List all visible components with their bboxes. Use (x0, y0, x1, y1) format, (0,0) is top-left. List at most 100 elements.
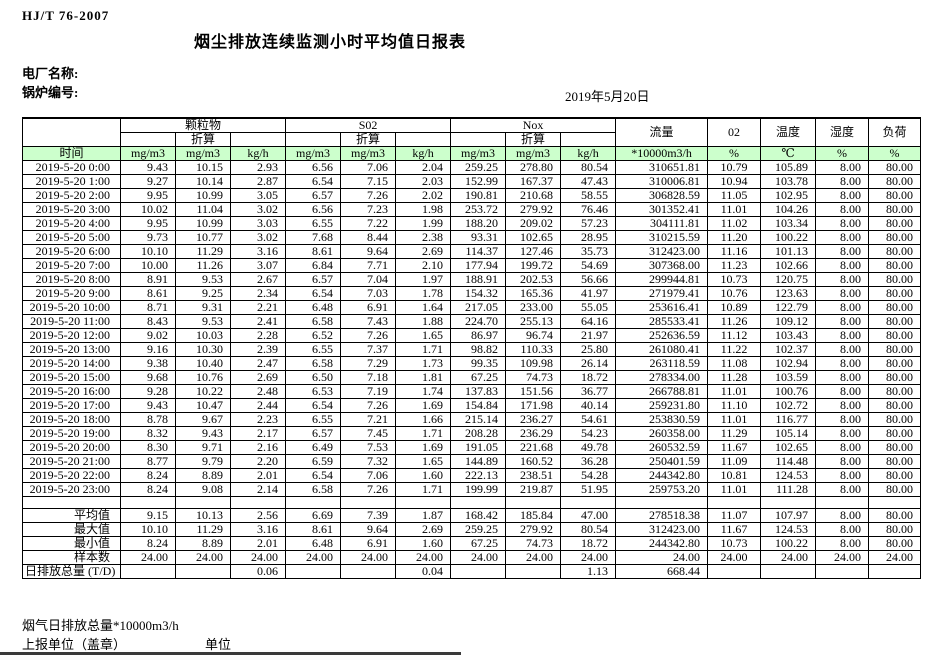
reporting-unit-label: 上报单位（盖章） (22, 637, 127, 652)
cell-value: 104.26 (760, 202, 817, 217)
cell-value: 80.00 (868, 202, 922, 217)
cell-value: 10.94 (707, 174, 762, 189)
cell-value: 11.26 (175, 258, 231, 273)
cell-value: 10.02 (120, 202, 176, 217)
cell-value: 11.67 (707, 522, 762, 537)
cell-value: 278518.38 (615, 508, 709, 523)
cell-value: 100.22 (760, 536, 817, 551)
cell-value: 10.47 (175, 398, 231, 413)
table-row: 2019-5-20 11:00 8.43 9.53 2.41 6.58 7.43 1.88 2… (22, 314, 922, 329)
cell-value: 1.69 (395, 398, 452, 413)
cell-value: 8.00 (815, 342, 870, 357)
cell-value: 8.00 (815, 426, 870, 441)
cell-value: 312423.00 (615, 244, 709, 259)
cell-value: 10.00 (120, 258, 176, 273)
cell-value: 6.59 (285, 454, 342, 469)
header-sub-converted: 折算 (175, 132, 231, 147)
cell-value: 80.00 (868, 342, 922, 357)
cell-time: 2019-5-20 16:00 (22, 384, 121, 399)
cell-value: 105.14 (760, 426, 817, 441)
cell-time: 2019-5-20 2:00 (22, 188, 121, 203)
cell-value: 1.97 (395, 272, 452, 287)
cell-value: 24.00 (229, 550, 287, 565)
cell-value: 312423.00 (615, 522, 709, 537)
col-group-so2: S02 (285, 117, 452, 133)
cell-value: 7.68 (285, 230, 342, 245)
cell-value: 1.66 (395, 412, 452, 427)
cell-value (285, 496, 342, 509)
table-row: 2019-5-20 21:00 8.77 9.79 2.20 6.59 7.32 1.65 1… (22, 454, 922, 469)
table-row: 2019-5-20 9:00 8.61 9.25 2.34 6.54 7.03 1.78 15… (22, 286, 922, 301)
header-sub-row: 折算 折算 折算 (23, 132, 921, 147)
cell-value: 124.53 (760, 468, 817, 483)
cell-value: 8.00 (815, 216, 870, 231)
cell-value: 36.77 (560, 384, 617, 399)
cell-time: 2019-5-20 6:00 (22, 244, 121, 259)
cell-value: 8.00 (815, 258, 870, 273)
table-row: 2019-5-20 7:00 10.00 11.26 3.07 6.84 7.71 2.10… (22, 258, 922, 273)
cell-value: 80.00 (868, 508, 922, 523)
cell-value: 67.25 (450, 536, 507, 551)
cell-value: 7.71 (340, 258, 397, 273)
cell-value: 1.65 (395, 454, 452, 469)
cell-value: 76.46 (560, 202, 617, 217)
cell-value: 1.78 (395, 286, 452, 301)
unit-cell: ℃ (760, 146, 817, 161)
cell-value: 124.53 (760, 522, 817, 537)
cell-value: 6.69 (285, 508, 342, 523)
cell-value: 278334.00 (615, 370, 709, 385)
cell-value: 80.00 (868, 314, 922, 329)
cell-value: 202.53 (505, 272, 562, 287)
unit-cell: % (707, 146, 762, 161)
cell-value: 9.73 (120, 230, 176, 245)
cell-value: 244342.80 (615, 536, 709, 551)
cell-value: 3.16 (229, 244, 287, 259)
col-group-nox: Nox (450, 117, 617, 133)
cell-value: 24.00 (760, 550, 817, 565)
cell-value: 1.99 (395, 216, 452, 231)
cell-value: 307368.00 (615, 258, 709, 273)
cell-value: 236.29 (505, 426, 562, 441)
cell-value: 80.00 (868, 454, 922, 469)
cell-value: 8.00 (815, 356, 870, 371)
cell-time: 2019-5-20 7:00 (22, 258, 121, 273)
cell-value (707, 496, 762, 509)
cell-value: 7.26 (340, 188, 397, 203)
cell-value: 103.59 (760, 370, 817, 385)
cell-value: 2.38 (395, 230, 452, 245)
cell-value: 24.00 (707, 550, 762, 565)
col-group-particulate: 颗粒物 (119, 117, 287, 133)
cell-value: 188.91 (450, 272, 507, 287)
header-sub-converted: 折算 (340, 132, 397, 147)
unit-cell: mg/m3 (175, 146, 231, 161)
cell-value: 7.06 (340, 160, 397, 175)
cell-value: 24.00 (505, 550, 562, 565)
cell-value: 8.00 (815, 286, 870, 301)
cell-value: 80.54 (560, 160, 617, 175)
cell-value (450, 496, 507, 509)
cell-value: 2.10 (395, 258, 452, 273)
col-header-humidity: 湿度 (815, 117, 870, 147)
cell-value: 107.97 (760, 508, 817, 523)
cell-value: 8.43 (120, 314, 176, 329)
cell-value: 271979.41 (615, 286, 709, 301)
cell-value: 8.00 (815, 244, 870, 259)
cell-value: 8.00 (815, 508, 870, 523)
unit-label: 单位 (205, 637, 232, 652)
cell-value: 2.21 (229, 300, 287, 315)
cell-value: 177.94 (450, 258, 507, 273)
cell-value: 6.57 (285, 272, 342, 287)
cell-value: 40.14 (560, 398, 617, 413)
cell-value: 252636.59 (615, 328, 709, 343)
header-sub-cell (395, 132, 452, 147)
cell-value: 41.97 (560, 286, 617, 301)
cell-value: 11.04 (175, 202, 231, 217)
cell-value (560, 496, 617, 509)
cell-value: 188.20 (450, 216, 507, 231)
cell-value (707, 564, 762, 579)
cell-value (615, 496, 709, 509)
unit-cell: % (815, 146, 870, 161)
cell-value: 2.17 (229, 426, 287, 441)
plant-name-label: 电厂名称: (22, 66, 79, 81)
cell-value: 222.13 (450, 468, 507, 483)
